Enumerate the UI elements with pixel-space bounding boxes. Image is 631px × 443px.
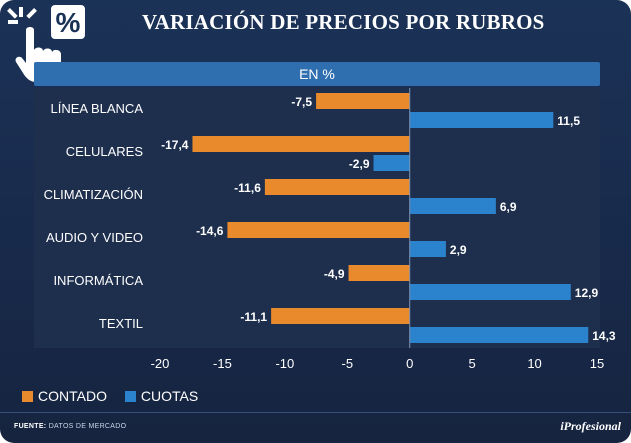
brand-logo: iProfesional <box>560 419 621 433</box>
value-label: -17,4 <box>161 138 189 152</box>
category-label: LÍNEA BLANCA <box>51 101 144 116</box>
value-label: 2,9 <box>450 243 467 257</box>
legend-swatch-cuotas <box>124 391 136 402</box>
bar-contado <box>348 265 410 281</box>
plot-area <box>34 88 600 348</box>
legend-item-cuotas: CUOTAS <box>124 388 199 404</box>
chart-subtitle: EN % <box>34 62 600 86</box>
value-label: -2,9 <box>349 157 370 171</box>
chart-legend: CONTADO CUOTAS <box>22 388 212 406</box>
x-tick-label: 5 <box>469 356 476 371</box>
legend-swatch-contado <box>22 391 33 402</box>
source-note: FUENTE: DATOS DE MERCADO <box>14 423 126 430</box>
footer-divider <box>0 412 631 413</box>
x-tick-label: -5 <box>342 356 354 371</box>
bar-contado <box>227 222 410 238</box>
bar-cuotas <box>409 241 446 257</box>
x-tick-label: 0 <box>406 356 413 371</box>
legend-label-cuotas: CUOTAS <box>140 388 199 404</box>
value-label: -11,1 <box>240 310 267 324</box>
source-label: FUENTE: <box>14 423 47 430</box>
value-label: -7,5 <box>291 95 312 109</box>
legend-item-contado: CONTADO <box>22 388 107 404</box>
x-tick-label: 10 <box>527 356 541 371</box>
category-label: CLIMATIZACIÓN <box>44 187 143 202</box>
bar-contado <box>271 308 410 324</box>
bar-cuotas <box>409 284 571 300</box>
value-label: 12,9 <box>575 286 599 300</box>
chart-title: VARIACIÓN DE PRECIOS POR RUBROS <box>142 10 545 34</box>
value-label: 6,9 <box>500 200 517 214</box>
bar-contado <box>264 179 410 195</box>
bar-cuotas <box>409 112 554 128</box>
x-tick-label: 15 <box>590 356 604 371</box>
percent-badge-text: % <box>56 7 81 38</box>
legend-label-contado: CONTADO <box>38 388 107 404</box>
bar-contado <box>316 93 410 109</box>
category-label: AUDIO Y VIDEO <box>46 230 143 245</box>
bar-cuotas <box>373 155 410 171</box>
bar-cuotas <box>409 327 589 343</box>
value-label: 14,3 <box>592 329 616 343</box>
value-label: -14,6 <box>196 224 224 238</box>
source-text: DATOS DE MERCADO <box>48 423 127 430</box>
x-tick-label: -10 <box>275 356 294 371</box>
value-label: -11,6 <box>234 181 261 195</box>
category-label: INFORMÁTICA <box>53 273 143 288</box>
value-label: 11,5 <box>557 114 580 128</box>
category-label: TEXTIL <box>99 316 143 331</box>
bar-contado <box>192 136 410 152</box>
x-tick-label: -15 <box>213 356 232 371</box>
category-label: CELULARES <box>66 144 144 159</box>
value-label: -4,9 <box>324 267 345 281</box>
bar-cuotas <box>409 198 496 214</box>
x-tick-label: -20 <box>151 356 170 371</box>
